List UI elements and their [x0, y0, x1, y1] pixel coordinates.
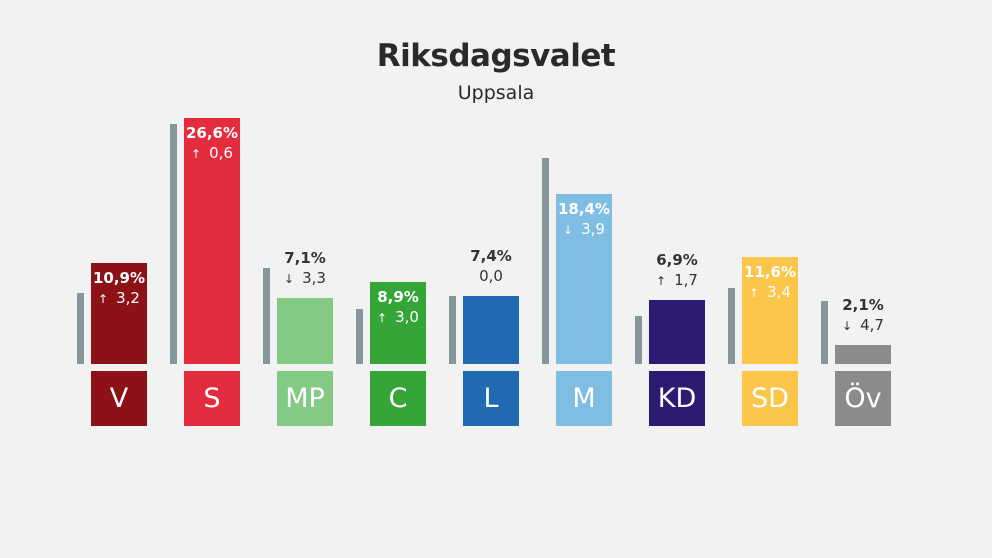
change-value: 0,0	[479, 266, 503, 285]
category-label-öv: Öv	[835, 371, 891, 426]
change-label: ↑ 3,2	[87, 291, 151, 306]
category-label-l: L	[463, 371, 519, 426]
bar-sd	[742, 256, 798, 364]
value-label: 10,9%	[92, 269, 146, 288]
category-label-kd: KD	[649, 371, 705, 426]
change-value: 0,6	[209, 143, 233, 162]
value-label: 7,4%	[470, 246, 512, 265]
value-label: 8,9%	[377, 287, 419, 306]
bar-v	[91, 263, 147, 364]
arrow-up-icon: ↑	[98, 292, 109, 307]
bar-mp	[277, 298, 333, 364]
data-label-c: 8,9% ↑ 3,0	[366, 287, 430, 326]
value-label: 7,1%	[284, 249, 326, 268]
value-label: 2,1%	[842, 295, 884, 314]
change-label: ↑ 3,4	[738, 282, 802, 301]
category-label-s: S	[184, 371, 240, 426]
category-label-mp: MP	[277, 371, 333, 426]
previous-election-bar-l	[449, 295, 456, 364]
change-value: 3,9	[581, 219, 605, 238]
data-label-m: 18,4% ↓ 3,9	[552, 199, 616, 238]
bar-m	[556, 193, 612, 364]
change-label: ↑ 1,7	[645, 273, 709, 288]
category-label-sd: SD	[742, 371, 798, 426]
change-label: ↑ 0,6	[180, 143, 244, 162]
data-label-sd: 11,6% ↑ 3,4	[738, 262, 802, 301]
bar-kd	[649, 300, 705, 364]
change-value: 4,7	[860, 315, 884, 334]
data-label-öv: 2,1% ↓ 4,7	[831, 295, 895, 334]
data-label-kd: 6,9% ↑ 1,7	[645, 253, 709, 288]
previous-election-bar-c	[356, 309, 363, 364]
arrow-down-icon: ↓	[563, 222, 574, 237]
change-value: 3,3	[302, 269, 326, 288]
change-label: ↓ 3,3	[273, 271, 337, 286]
previous-election-bar-kd	[635, 315, 642, 364]
value-label: 11,6%	[743, 262, 797, 281]
bar-s	[184, 117, 240, 364]
category-label-c: C	[370, 371, 426, 426]
value-label: 26,6%	[185, 123, 239, 142]
previous-election-bar-öv	[821, 301, 828, 364]
bar-öv	[835, 344, 891, 364]
previous-election-bar-s	[170, 123, 177, 364]
data-label-l: 7,4% 0,0	[459, 246, 523, 285]
change-value: 1,7	[674, 271, 698, 290]
value-label: 18,4%	[557, 199, 611, 218]
arrow-up-icon: ↑	[377, 310, 388, 325]
value-label: 6,9%	[656, 251, 698, 270]
data-label-mp: 7,1% ↓ 3,3	[273, 251, 337, 286]
data-label-s: 26,6% ↑ 0,6	[180, 123, 244, 162]
change-label: ↑ 3,0	[366, 307, 430, 326]
bar-c	[370, 281, 426, 364]
change-value: 3,4	[767, 282, 791, 301]
data-label-v: 10,9% ↑ 3,2	[87, 271, 151, 306]
change-label: 0,0	[459, 266, 523, 285]
change-value: 3,2	[116, 289, 140, 308]
category-label-m: M	[556, 371, 612, 426]
chart-subtitle: Uppsala	[457, 82, 535, 104]
arrow-down-icon: ↓	[284, 272, 295, 287]
previous-election-bar-v	[77, 292, 84, 364]
arrow-up-icon: ↑	[191, 146, 202, 161]
previous-election-bar-m	[542, 157, 549, 364]
previous-election-bar-sd	[728, 288, 735, 364]
change-label: ↓ 3,9	[552, 219, 616, 238]
category-label-v: V	[91, 371, 147, 426]
arrow-down-icon: ↓	[842, 318, 853, 333]
arrow-up-icon: ↑	[656, 274, 667, 289]
chart-title: Riksdagsvalet	[376, 38, 616, 74]
change-value: 3,0	[395, 307, 419, 326]
arrow-up-icon: ↑	[749, 285, 760, 300]
change-label: ↓ 4,7	[831, 315, 895, 334]
previous-election-bar-mp	[263, 267, 270, 364]
bar-l	[463, 295, 519, 364]
